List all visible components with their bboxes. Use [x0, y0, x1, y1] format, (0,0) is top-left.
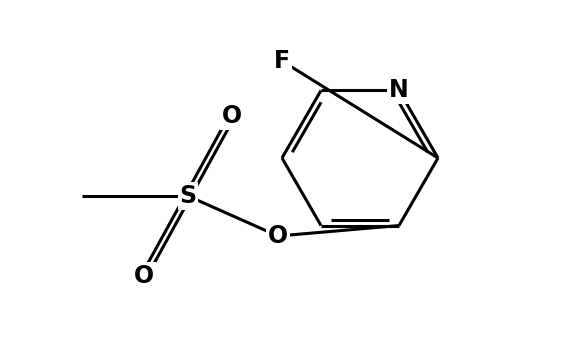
Text: S: S: [180, 184, 196, 208]
Text: O: O: [222, 104, 242, 128]
Text: O: O: [134, 264, 154, 288]
Text: O: O: [268, 224, 288, 248]
Text: N: N: [389, 78, 409, 102]
Text: F: F: [274, 49, 290, 73]
